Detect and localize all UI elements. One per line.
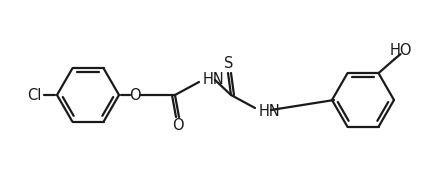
Text: HN: HN [259, 104, 281, 118]
Text: HN: HN [203, 71, 225, 86]
Text: O: O [129, 87, 141, 102]
Text: O: O [172, 118, 184, 133]
Text: HO: HO [389, 43, 412, 58]
Text: S: S [224, 57, 234, 71]
Text: Cl: Cl [27, 87, 41, 102]
